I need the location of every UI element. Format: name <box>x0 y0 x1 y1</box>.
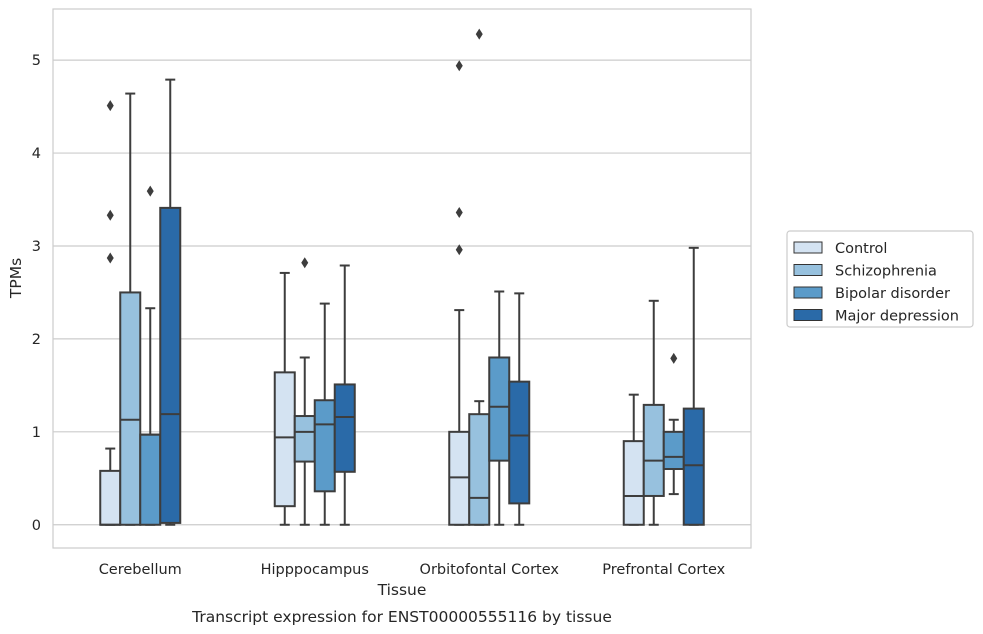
box-control <box>273 271 296 526</box>
legend-label: Major depression <box>835 309 959 325</box>
box <box>139 433 162 526</box>
box <box>682 407 705 526</box>
box <box>273 371 296 508</box>
x-tick-label: Orbitofontal Cortex <box>420 562 560 578</box>
box <box>642 403 665 497</box>
outlier-point <box>301 257 309 269</box>
box-major-depression <box>508 292 531 526</box>
x-tick-label: Prefrontal Cortex <box>602 562 725 578</box>
outlier-point <box>455 207 463 219</box>
legend-swatch <box>793 309 823 321</box>
box <box>622 440 645 526</box>
x-axis-label: Tissue <box>377 581 427 599</box>
outlier-point <box>106 100 114 112</box>
y-tick-label: 1 <box>32 425 41 441</box>
x-axis-ticks: Cerebellum Hipppocampus Orbitofontal Corte… <box>99 562 726 578</box>
outlier-point <box>106 209 114 221</box>
outlier-point <box>455 244 463 256</box>
legend-label: Control <box>835 241 887 257</box>
y-tick-label: 5 <box>32 53 41 69</box>
box <box>488 356 511 462</box>
box-schizophrenia <box>468 28 491 526</box>
box <box>662 430 685 471</box>
box-series <box>99 28 705 526</box>
box <box>119 291 142 526</box>
box-schizophrenia <box>642 299 665 526</box>
y-tick-label: 4 <box>32 146 41 162</box>
plot-area <box>52 8 752 549</box>
box <box>293 415 316 463</box>
box-bipolar-disorder <box>488 290 511 526</box>
box <box>159 206 182 524</box>
box-control <box>448 60 471 526</box>
box-major-depression <box>682 246 705 526</box>
y-tick-label: 3 <box>32 239 41 255</box>
box-bipolar-disorder <box>662 352 685 496</box>
box-control <box>99 100 122 526</box>
y-axis-ticks: 0 1 2 3 4 5 <box>32 53 41 534</box>
outlier-point <box>670 352 678 364</box>
y-tick-label: 0 <box>32 518 41 534</box>
box-control <box>622 393 645 526</box>
legend-swatch <box>793 286 823 299</box>
outlier-point <box>475 28 483 40</box>
legend: Control Schizophrenia Bipolar disorder Majo… <box>786 230 974 328</box>
legend-label: Bipolar disorder <box>835 286 950 302</box>
outlier-point <box>455 60 463 72</box>
legend-swatch <box>793 241 823 254</box>
box-major-depression <box>159 78 182 526</box>
outlier-point <box>146 185 154 197</box>
legend-label: Schizophrenia <box>835 264 937 280</box>
box <box>313 399 336 493</box>
y-axis-label: TPMs <box>7 258 25 299</box>
box <box>99 469 122 526</box>
legend-frame <box>786 230 974 328</box>
box <box>333 383 356 473</box>
outlier-point <box>106 252 114 264</box>
legend-swatch <box>793 264 823 276</box>
box <box>468 413 491 526</box>
box-schizophrenia <box>293 257 316 526</box>
box-schizophrenia <box>119 92 142 526</box>
box <box>508 380 531 505</box>
y-tick-label: 2 <box>32 332 41 348</box>
x-tick-label: Cerebellum <box>99 562 182 578</box>
box-major-depression <box>333 264 356 526</box>
x-tick-label: Hipppocampus <box>261 562 369 578</box>
figure-caption: Transcript expression for ENST0000055511… <box>191 608 612 626</box>
box-bipolar-disorder <box>139 185 162 526</box>
box-bipolar-disorder <box>313 302 336 526</box>
